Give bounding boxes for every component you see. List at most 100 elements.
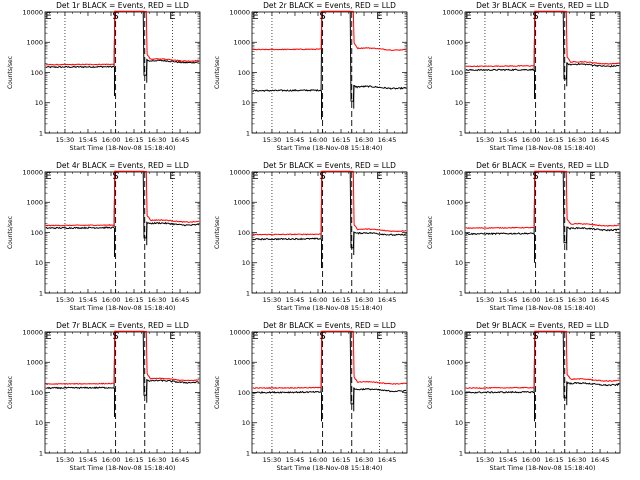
e-marker: E: [376, 171, 382, 182]
x-tick-label: 16:15: [332, 136, 351, 144]
left-e-marker: E: [465, 171, 471, 182]
x-tick-label: 16:30: [148, 136, 167, 144]
x-axis-label: Start Time (18-Nov-08 15:18:40): [277, 464, 383, 472]
x-tick-label: 16:00: [522, 136, 541, 144]
plot-frame: [44, 331, 201, 454]
events-series-line: [465, 10, 620, 80]
x-tick-label: 16:15: [545, 456, 564, 464]
y-tick-label: 10: [35, 99, 43, 107]
lld-series-line: [45, 10, 200, 66]
x-tick-label: 16:15: [332, 296, 351, 304]
e-marker: E: [376, 11, 382, 22]
y-tick-label: 1000: [233, 359, 250, 367]
s-marker: S: [532, 171, 538, 182]
panel-title: Det 7r BLACK = Events, RED = LLD: [56, 321, 189, 330]
e-marker: E: [376, 331, 382, 342]
panel-title: Det 4r BLACK = Events, RED = LLD: [56, 161, 189, 170]
y-tick-label: 1: [459, 289, 463, 297]
events-series-line: [45, 10, 200, 76]
y-axis-label: Counts/sec: [7, 56, 14, 89]
x-tick-label: 16:15: [545, 296, 564, 304]
y-axis-label: Counts/sec: [214, 376, 221, 409]
y-tick-label: 1000: [446, 199, 463, 207]
events-series-line: [45, 330, 200, 396]
x-tick-label: 16:45: [591, 456, 610, 464]
y-tick-label: 1000: [233, 39, 250, 47]
x-tick-label: 16:30: [148, 456, 167, 464]
x-tick-label: 16:30: [568, 456, 587, 464]
x-tick-label: 16:00: [522, 456, 541, 464]
y-tick-label: 10: [455, 419, 463, 427]
y-tick-label: 10000: [229, 8, 250, 16]
left-e-marker: E: [252, 11, 258, 22]
y-tick-label: 1: [459, 449, 463, 457]
x-tick-label: 16:45: [591, 296, 610, 304]
x-tick-label: 15:45: [79, 136, 98, 144]
plot-frame: [251, 11, 408, 134]
y-axis-label: Counts/sec: [214, 56, 221, 89]
y-tick-label: 10000: [442, 328, 463, 336]
e-marker: E: [169, 331, 175, 342]
x-axis-label: Start Time (18-Nov-08 15:18:40): [70, 304, 176, 312]
y-tick-label: 1000: [26, 39, 43, 47]
s-marker: S: [532, 11, 538, 22]
plot-frame: [464, 171, 621, 294]
lld-series-line: [465, 170, 620, 229]
x-tick-label: 16:45: [171, 136, 190, 144]
y-tick-label: 1: [39, 129, 43, 137]
x-tick-label: 15:30: [263, 456, 282, 464]
y-tick-label: 10: [242, 99, 250, 107]
x-tick-label: 16:45: [378, 296, 397, 304]
detector-panel: Det 1r BLACK = Events, RED = LLD 1 10 100 10…: [7, 1, 201, 152]
x-tick-label: 15:30: [56, 296, 75, 304]
lld-series-line: [45, 330, 200, 386]
x-tick-label: 16:45: [378, 456, 397, 464]
left-e-marker: E: [252, 171, 258, 182]
x-tick-label: 16:00: [102, 456, 121, 464]
y-tick-label: 100: [31, 229, 43, 237]
y-tick-label: 1: [39, 449, 43, 457]
events-series-line: [45, 170, 200, 239]
panel-title: Det 1r BLACK = Events, RED = LLD: [56, 1, 189, 10]
plot-frame: [251, 171, 408, 294]
x-tick-label: 16:00: [522, 296, 541, 304]
x-tick-label: 15:30: [56, 456, 75, 464]
lld-series-line: [252, 10, 407, 51]
x-tick-label: 16:15: [125, 456, 144, 464]
x-tick-label: 16:15: [545, 136, 564, 144]
x-tick-label: 15:30: [476, 456, 495, 464]
e-marker: E: [169, 11, 175, 22]
y-tick-label: 100: [31, 69, 43, 77]
x-tick-label: 16:00: [102, 296, 121, 304]
x-tick-label: 16:30: [355, 136, 374, 144]
panel-title: Det 3r BLACK = Events, RED = LLD: [476, 1, 609, 10]
x-tick-label: 15:45: [499, 296, 518, 304]
plot-frame: [44, 171, 201, 294]
y-tick-label: 10: [242, 259, 250, 267]
e-marker: E: [169, 171, 175, 182]
x-tick-label: 15:30: [476, 296, 495, 304]
x-tick-label: 15:45: [286, 136, 305, 144]
y-tick-label: 10000: [229, 168, 250, 176]
y-tick-label: 1000: [233, 199, 250, 207]
y-axis-label: Counts/sec: [427, 216, 434, 249]
y-tick-label: 10000: [442, 8, 463, 16]
s-marker: S: [319, 171, 325, 182]
x-tick-label: 16:00: [102, 136, 121, 144]
y-tick-label: 100: [238, 389, 250, 397]
x-tick-label: 16:15: [125, 136, 144, 144]
lld-series-line: [252, 170, 407, 236]
y-tick-label: 1: [459, 129, 463, 137]
y-tick-label: 10000: [22, 168, 43, 176]
s-marker: S: [112, 171, 118, 182]
y-tick-label: 10000: [229, 328, 250, 336]
lld-series-line: [465, 10, 620, 68]
x-tick-label: 16:15: [125, 296, 144, 304]
y-axis-label: Counts/sec: [427, 56, 434, 89]
x-tick-label: 15:45: [286, 296, 305, 304]
y-tick-label: 1: [246, 289, 250, 297]
lld-series-line: [252, 330, 407, 389]
x-tick-label: 16:00: [309, 136, 328, 144]
left-e-marker: E: [465, 331, 471, 342]
x-axis-label: Start Time (18-Nov-08 15:18:40): [490, 144, 596, 152]
